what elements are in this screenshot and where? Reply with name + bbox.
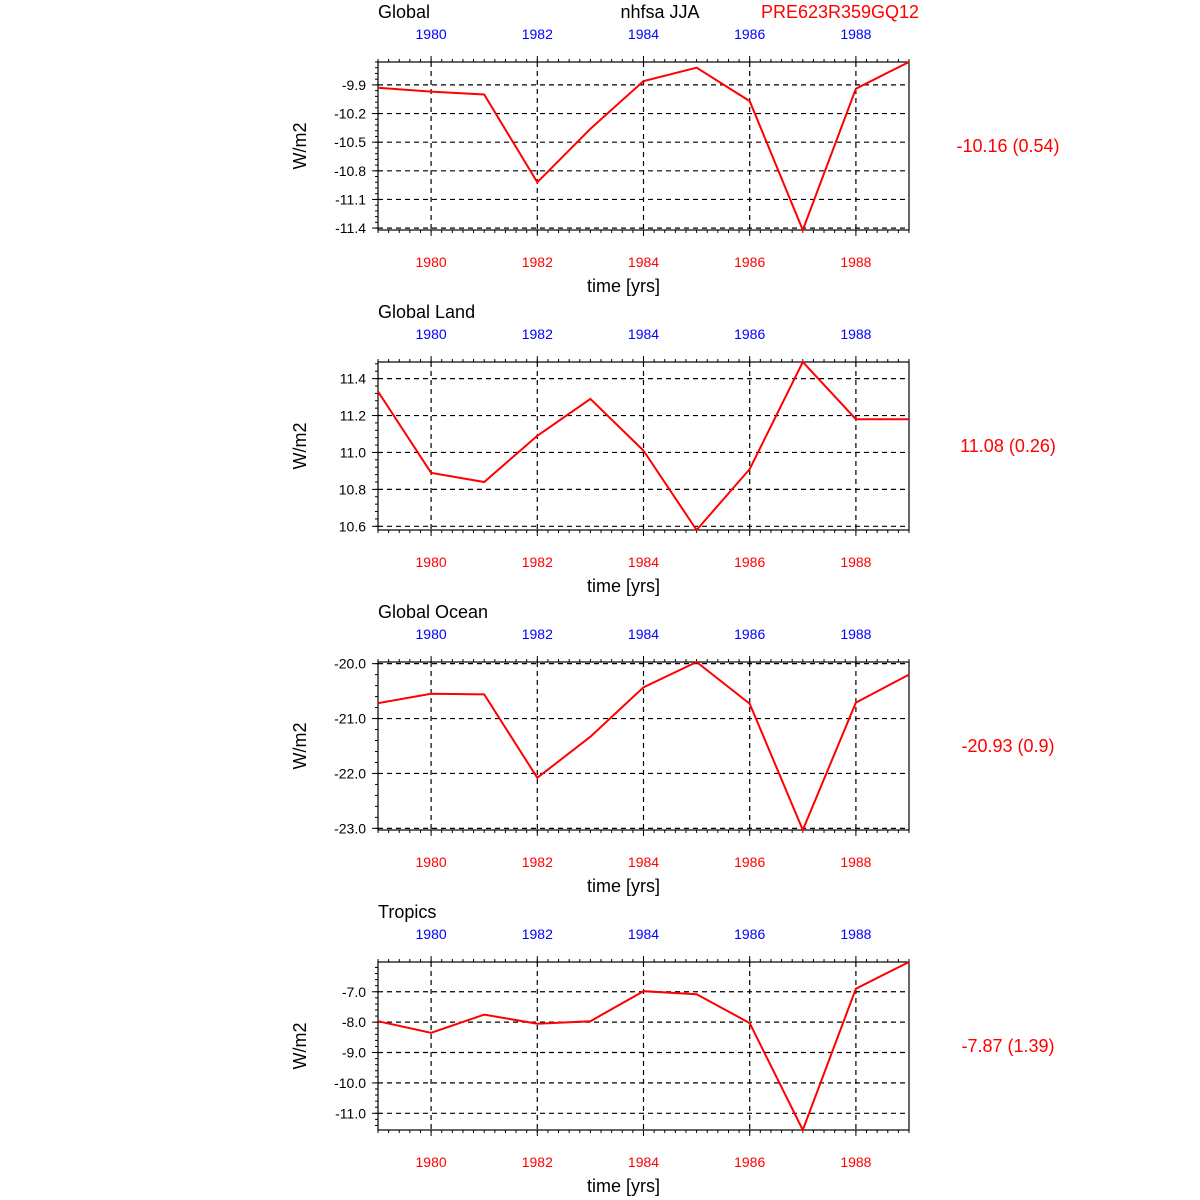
x-tick-label-bottom: 1988 (840, 854, 871, 870)
x-axis-label: time [yrs] (587, 576, 660, 596)
x-tick-label-bottom: 1982 (522, 254, 553, 270)
y-tick-label: -7.0 (342, 984, 366, 1000)
x-tick-label-bottom: 1980 (416, 554, 447, 570)
x-tick-label-top: 1982 (522, 326, 553, 342)
y-tick-label: 10.8 (339, 481, 366, 497)
panel-title: Global Land (378, 302, 475, 322)
x-tick-label-bottom: 1982 (522, 854, 553, 870)
x-tick-label-bottom: 1986 (734, 254, 765, 270)
x-tick-label-bottom: 1986 (734, 854, 765, 870)
x-tick-label-top: 1984 (628, 326, 659, 342)
stats-label: -7.87 (1.39) (961, 1036, 1054, 1056)
stats-label: -10.16 (0.54) (956, 136, 1059, 156)
x-tick-label-top: 1986 (734, 326, 765, 342)
x-tick-label-bottom: 1982 (522, 554, 553, 570)
x-tick-label-bottom: 1988 (840, 254, 871, 270)
x-tick-label-top: 1988 (840, 626, 871, 642)
x-tick-label-bottom: 1986 (734, 554, 765, 570)
plot-frame (377, 61, 910, 231)
x-tick-label-bottom: 1982 (522, 1154, 553, 1170)
y-tick-label: -11.0 (335, 1105, 366, 1121)
x-tick-label-top: 1986 (734, 926, 765, 942)
x-axis-label: time [yrs] (587, 276, 660, 296)
run-id-label: PRE623R359GQ12 (761, 2, 919, 22)
panels: Global 1980 1980 1982 1982 1984 1984 1986 1986 19… (290, 2, 1060, 1196)
x-tick-label-bottom: 1980 (416, 854, 447, 870)
y-tick-label: 11.4 (340, 371, 366, 387)
y-tick-label: 10.6 (339, 518, 366, 534)
x-tick-label-top: 1986 (734, 626, 765, 642)
plot-frame (377, 661, 910, 831)
plot-frame (377, 961, 910, 1131)
panel-title: Global Ocean (378, 602, 488, 622)
y-tick-label: -10.2 (334, 106, 366, 122)
y-tick-label: 11.0 (340, 444, 366, 460)
y-tick-label: -8.0 (342, 1014, 366, 1030)
panel-title: Global (378, 2, 430, 22)
variable-title: nhfsa JJA (620, 2, 699, 22)
x-tick-label-bottom: 1988 (840, 1154, 871, 1170)
x-tick-label-bottom: 1984 (628, 254, 659, 270)
x-tick-label-top: 1984 (628, 26, 659, 42)
y-tick-label: -9.9 (342, 77, 366, 93)
x-tick-label-top: 1984 (628, 626, 659, 642)
x-tick-label-bottom: 1988 (840, 554, 871, 570)
chart-panel-2: Global Land 1980 1980 1982 1982 1984 1984 1986 1… (290, 302, 1056, 596)
y-tick-label: -22.0 (334, 765, 366, 781)
x-tick-label-top: 1980 (416, 926, 447, 942)
series-line (377, 61, 910, 233)
y-tick-label: -10.0 (334, 1075, 366, 1091)
x-tick-label-bottom: 1980 (416, 1154, 447, 1170)
panel-title: Tropics (378, 902, 436, 922)
y-axis-label: W/m2 (290, 723, 310, 770)
series-line (377, 360, 909, 532)
chart-panel-1: Global 1980 1980 1982 1982 1984 1984 1986 1986 19… (290, 2, 1060, 296)
y-tick-label: -21.0 (334, 711, 366, 727)
x-tick-label-bottom: 1984 (628, 1154, 659, 1170)
y-axis-label: W/m2 (290, 123, 310, 170)
y-tick-label: -11.4 (335, 220, 366, 236)
y-tick-label: -23.0 (334, 820, 366, 836)
stats-label: -20.93 (0.9) (961, 736, 1054, 756)
x-axis-label: time [yrs] (587, 1176, 660, 1196)
x-tick-label-top: 1988 (840, 26, 871, 42)
y-tick-label: 11.2 (340, 408, 366, 424)
x-tick-label-bottom: 1986 (734, 1154, 765, 1170)
x-tick-label-top: 1984 (628, 926, 659, 942)
series-line (377, 961, 910, 1133)
y-axis-label: W/m2 (290, 1023, 310, 1070)
series-line (377, 660, 910, 833)
chart-panel-4: Tropics 1980 1980 1982 1982 1984 1984 1986 1986 1… (290, 902, 1055, 1196)
x-tick-label-top: 1980 (416, 626, 447, 642)
x-tick-label-bottom: 1984 (628, 554, 659, 570)
chart-panel-3: Global Ocean 1980 1980 1982 1982 1984 1984 1986… (290, 602, 1055, 896)
x-axis-label: time [yrs] (587, 876, 660, 896)
x-tick-label-bottom: 1980 (416, 254, 447, 270)
x-tick-label-bottom: 1984 (628, 854, 659, 870)
y-axis-label: W/m2 (290, 423, 310, 470)
x-tick-label-top: 1982 (522, 926, 553, 942)
x-tick-label-top: 1982 (522, 626, 553, 642)
y-tick-label: -10.8 (334, 163, 366, 179)
x-tick-label-top: 1982 (522, 26, 553, 42)
y-tick-label: -9.0 (342, 1045, 366, 1061)
y-tick-label: -10.5 (334, 134, 366, 150)
plot-frame (377, 361, 910, 531)
stats-label: 11.08 (0.26) (960, 436, 1056, 456)
y-tick-label: -11.1 (335, 191, 366, 207)
x-tick-label-top: 1988 (840, 326, 871, 342)
y-tick-label: -20.0 (334, 656, 366, 672)
x-tick-label-top: 1980 (416, 26, 447, 42)
x-tick-label-top: 1980 (416, 326, 447, 342)
x-tick-label-top: 1986 (734, 26, 765, 42)
x-tick-label-top: 1988 (840, 926, 871, 942)
